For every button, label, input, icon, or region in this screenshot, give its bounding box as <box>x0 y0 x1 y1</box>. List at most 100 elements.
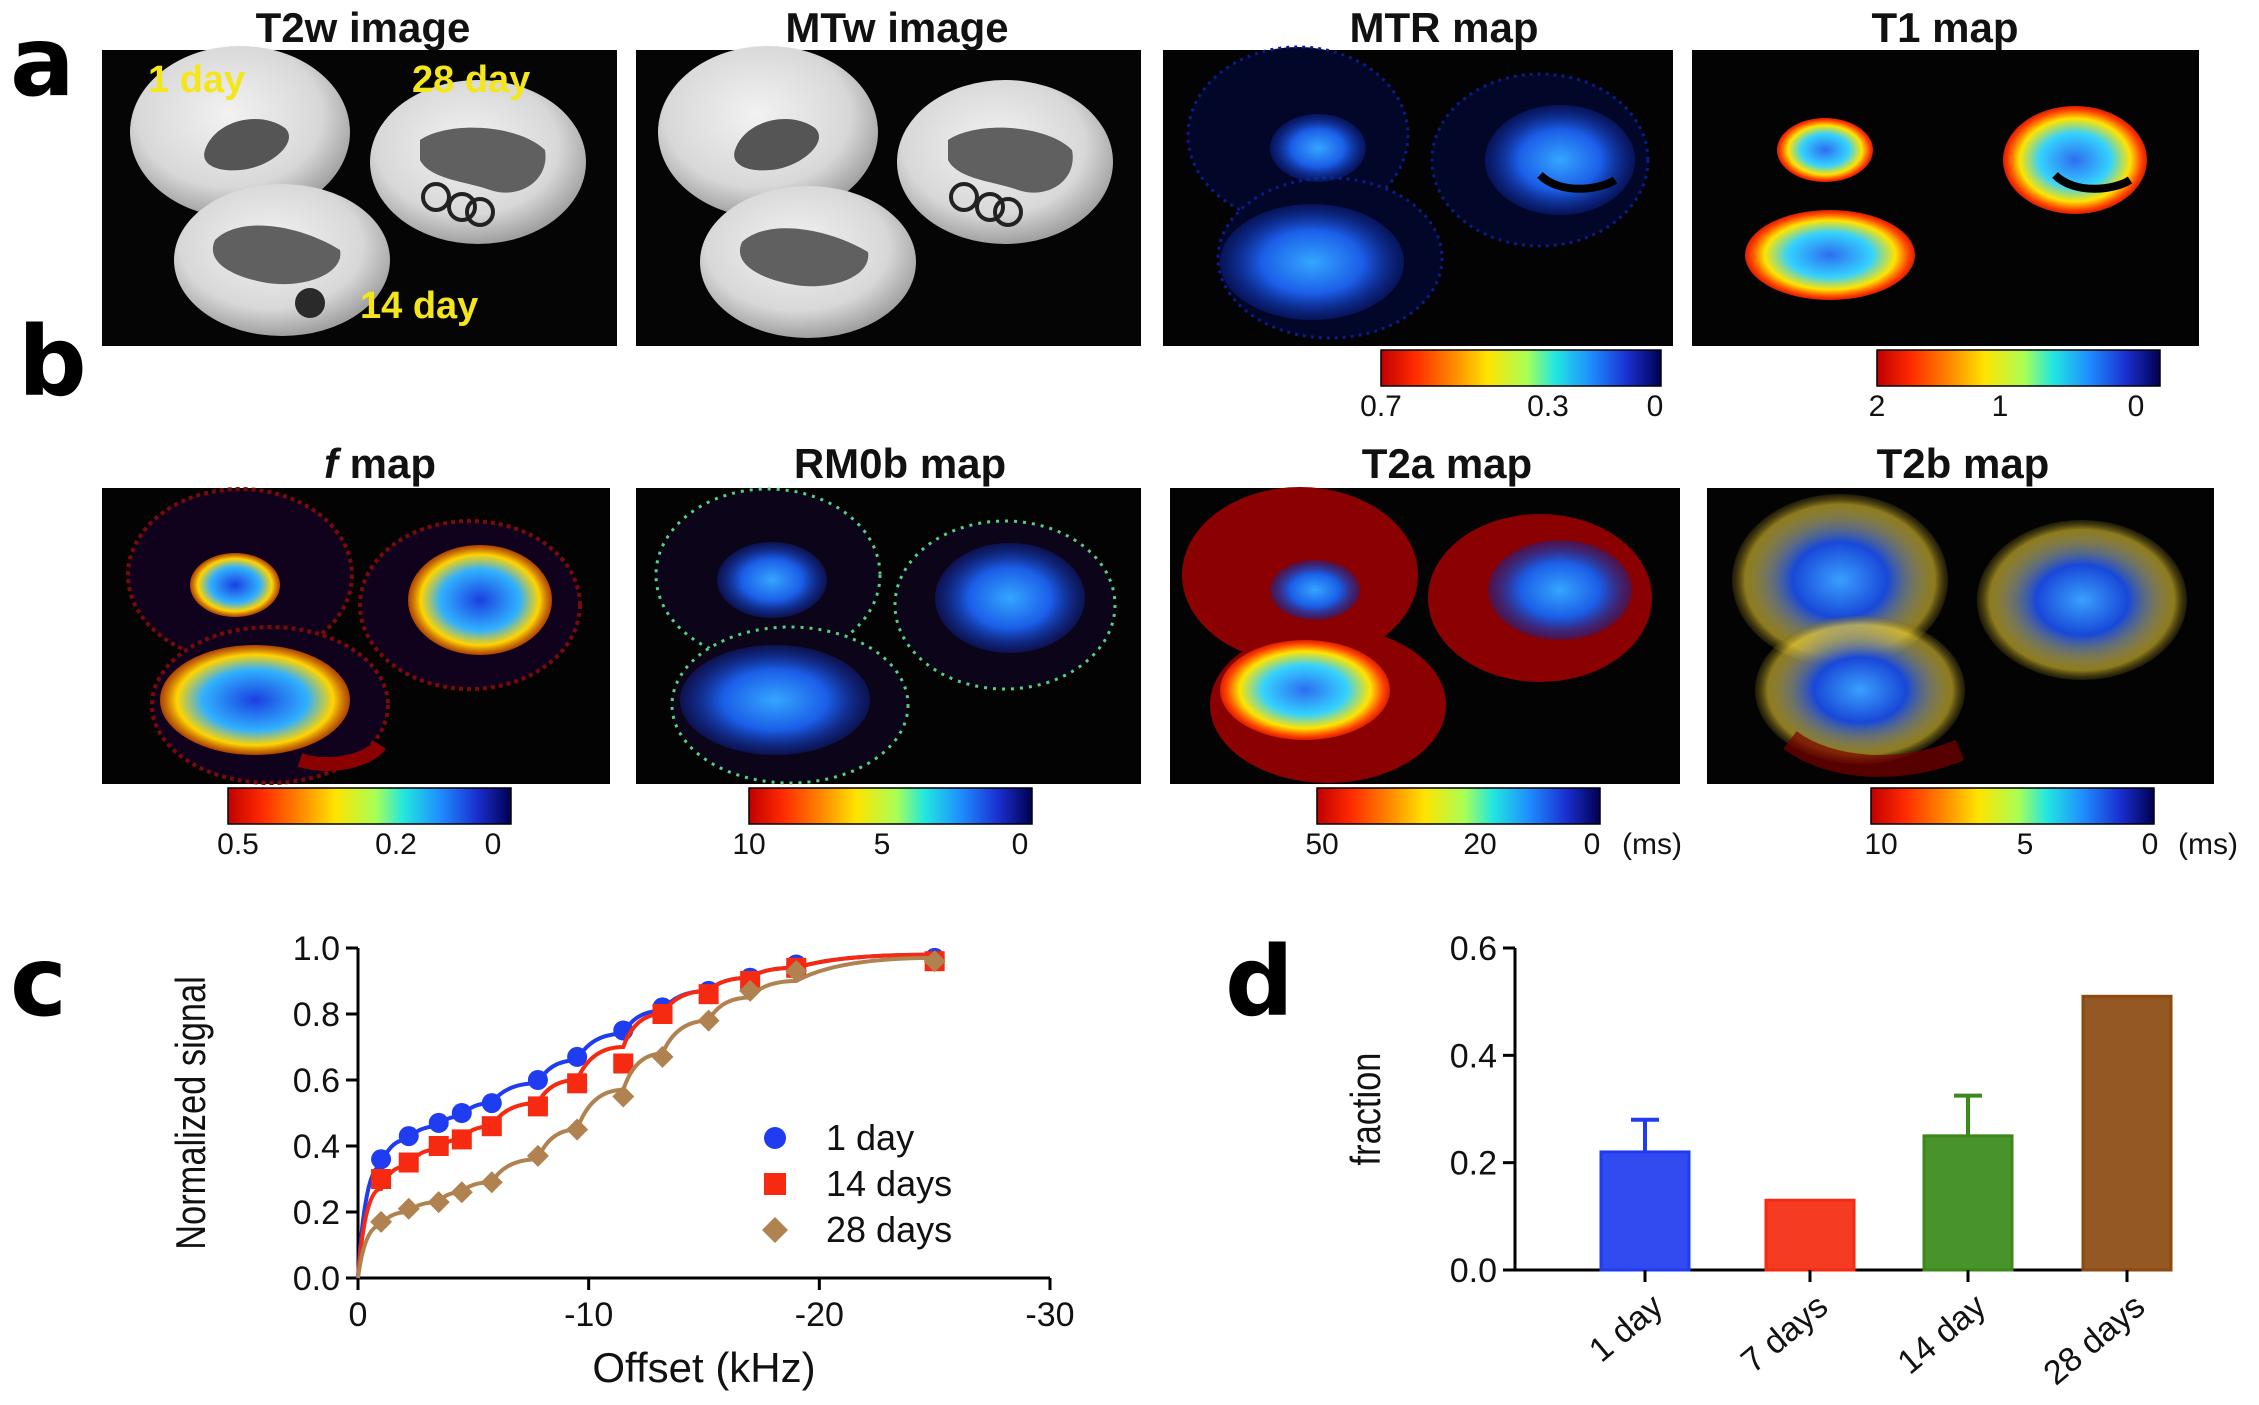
colorbar-mtr: 0.7 0.3 0 <box>1360 349 1663 423</box>
panel-letter-b: b <box>18 306 87 418</box>
chart-d-y-tick-label: 0.4 <box>1450 1037 1497 1075</box>
chart-c-point-1-day <box>451 1103 472 1123</box>
chart-c-y-tick-label: 0.0 <box>293 1260 340 1298</box>
colorbar-t2b: 10 5 0 (ms) <box>1864 787 2238 861</box>
chart-c-point-28-days <box>612 1085 635 1108</box>
chart-c-point-28-days <box>739 979 762 1002</box>
t2w-image: 1 day 28 day 14 day <box>102 46 617 346</box>
chart-c-point-1-day <box>527 1070 548 1090</box>
colorbar-f-tick-min: 0 <box>485 828 502 861</box>
colorbar-f: 0.5 0.2 0 <box>217 787 512 861</box>
chart-c-point-14-days <box>652 1004 673 1024</box>
chart-c-point-28-days <box>427 1191 450 1214</box>
chart-c-x-tick-label: 0 <box>349 1296 368 1334</box>
chart-c-y-tick-label: 0.8 <box>293 996 340 1034</box>
colorbar-rm0b-tick-mid: 5 <box>874 828 891 861</box>
chart-fraction: 0.0 0.2 0.4 0.6 fraction 1 day 7 days 14 day 28 … <box>1343 930 2173 1393</box>
chart-c-x-label: Offset (kHz) <box>592 1344 815 1391</box>
colorbar-t1-tick-max: 2 <box>1869 390 1886 423</box>
panel-letter-a: a <box>10 6 75 118</box>
chart-c-point-14-days <box>371 1169 392 1189</box>
colorbar-t2a-unit: (ms) <box>1622 828 1682 861</box>
colorbar-t2a: 50 20 0 (ms) <box>1305 787 1682 861</box>
colorbar-rm0b-tick-max: 10 <box>732 828 765 861</box>
title-mtw-image: MTw image <box>785 4 1008 51</box>
colorbar-t2b-tick-mid: 5 <box>2017 828 2034 861</box>
chart-d-bar-7-days <box>1764 1198 1856 1272</box>
chart-c-legend-marker-28-days <box>762 1217 788 1243</box>
label-28-day: 28 day <box>412 59 530 101</box>
chart-c-legend-marker-14-days <box>764 1173 786 1195</box>
t2a-map <box>1170 487 1680 784</box>
chart-d-bar-28-days <box>2081 994 2173 1272</box>
chart-c-point-28-days <box>450 1181 473 1204</box>
chart-c-y-label: Normalized signal <box>168 976 215 1250</box>
colorbar-rm0b-tick-min: 0 <box>1012 828 1029 861</box>
chart-c-x-tick-label: -10 <box>564 1296 613 1334</box>
chart-c-legend-label: 28 days <box>826 1209 952 1250</box>
colorbar-f-tick-mid: 0.2 <box>375 828 417 861</box>
chart-c-point-28-days <box>480 1171 503 1194</box>
colorbar-t2a-tick-mid: 20 <box>1463 828 1496 861</box>
chart-c-point-14-days <box>567 1073 588 1094</box>
panel-letter-c: c <box>10 926 67 1038</box>
chart-c-point-14-days <box>428 1136 449 1156</box>
title-f-map: f map <box>324 440 436 487</box>
chart-d-bar-1-day <box>1599 1150 1691 1272</box>
chart-c-point-1-day <box>371 1149 392 1170</box>
chart-c-point-28-days <box>370 1210 393 1233</box>
rm0b-map <box>636 487 1141 785</box>
colorbar-t1-tick-min: 0 <box>2128 390 2145 423</box>
chart-c-point-28-days <box>697 1009 720 1032</box>
colorbar-t2b-unit: (ms) <box>2178 828 2238 861</box>
colorbar-f-tick-max: 0.5 <box>217 828 259 861</box>
chart-c-x-tick-label: -30 <box>1025 1296 1074 1334</box>
t1-map <box>1692 50 2199 346</box>
title-t1-map: T1 map <box>1871 4 2018 51</box>
chart-c-point-14-days <box>398 1152 419 1173</box>
chart-c-point-14-days <box>481 1116 502 1137</box>
chart-d-y-tick-label: 0.2 <box>1450 1145 1497 1183</box>
chart-c-point-1-day <box>567 1046 588 1067</box>
chart-d-bar-14-day <box>1922 1134 2014 1272</box>
chart-c-y-tick-label: 1.0 <box>293 930 340 968</box>
panel-letter-d: d <box>1225 926 1294 1038</box>
f-map <box>102 487 610 785</box>
chart-c-point-1-day <box>481 1093 502 1114</box>
chart-c-point-14-days <box>451 1129 472 1150</box>
title-t2a-map: T2a map <box>1362 440 1532 487</box>
chart-c-point-14-days <box>613 1053 634 1074</box>
colorbar-t2b-tick-min: 0 <box>2142 828 2159 861</box>
chart-normalized-signal: 0.0 0.2 0.4 0.6 0.8 1.0 0 -10 -20 -30 Offset (kHz)… <box>168 930 1075 1391</box>
chart-d-x-tick-label: 1 day <box>1582 1287 1670 1370</box>
chart-c-legend-label: 14 days <box>826 1163 952 1204</box>
title-t2b-map: T2b map <box>1877 440 2050 487</box>
label-1-day: 1 day <box>148 59 245 101</box>
colorbar-mtr-tick-mid: 0.3 <box>1527 390 1569 423</box>
colorbar-t2b-tick-max: 10 <box>1864 828 1897 861</box>
chart-c-y-tick-label: 0.4 <box>293 1128 340 1166</box>
chart-c-point-28-days <box>923 950 946 973</box>
chart-d-x-tick-label: 7 days <box>1734 1287 1835 1381</box>
chart-c-point-28-days <box>651 1045 674 1068</box>
chart-c-point-28-days <box>526 1144 549 1167</box>
t2b-map <box>1707 488 2214 784</box>
title-t2w-image: T2w image <box>256 4 471 51</box>
chart-d-x-tick-label: 14 day <box>1891 1287 1994 1382</box>
chart-c-point-28-days <box>566 1118 589 1141</box>
colorbar-t1: 2 1 0 <box>1869 349 2161 423</box>
chart-c-point-28-days <box>397 1197 420 1220</box>
mtr-map <box>1163 45 1673 346</box>
chart-c-point-14-days <box>698 984 719 1005</box>
chart-c-legend-label: 1 day <box>826 1117 914 1158</box>
chart-d-y-tick-label: 0.6 <box>1450 930 1497 968</box>
chart-c-point-1-day <box>428 1112 449 1133</box>
title-mtr-map: MTR map <box>1350 4 1539 51</box>
chart-d-y-tick-label: 0.0 <box>1450 1252 1497 1290</box>
colorbar-rm0b: 10 5 0 <box>732 787 1033 861</box>
chart-d-y-label: fraction <box>1343 1053 1390 1166</box>
mtw-image <box>636 46 1141 346</box>
chart-c-y-tick-label: 0.2 <box>293 1194 340 1232</box>
chart-c-legend-marker-1-day <box>764 1127 786 1149</box>
